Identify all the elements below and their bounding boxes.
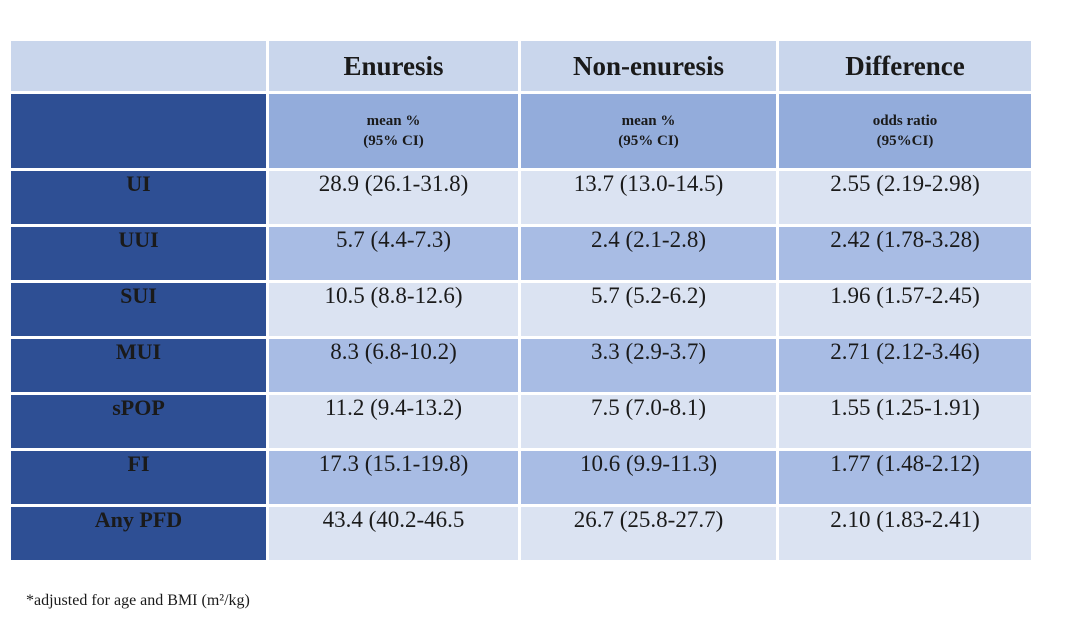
table-cell: 2.10 (1.83-2.41) (779, 507, 1031, 560)
subheader-line: odds ratio (872, 113, 938, 129)
table-cell: 8.3 (6.8-10.2) (269, 339, 518, 392)
subheader-line: (95%CI) (876, 133, 934, 149)
data-row: sPOP 11.2 (9.4-13.2) 7.5 (7.0-8.1) 1.55 (1.… (11, 395, 1031, 448)
column-subheader: mean % (95% CI) (521, 94, 776, 168)
table-cell: 26.7 (25.8-27.7) (521, 507, 776, 560)
row-label: Any PFD (11, 507, 266, 560)
table-cell: 11.2 (9.4-13.2) (269, 395, 518, 448)
subheader-line: (95% CI) (618, 133, 679, 149)
column-header: Difference (779, 41, 1031, 91)
table-cell: 10.6 (9.9-11.3) (521, 451, 776, 504)
table-cell: 2.42 (1.78-3.28) (779, 227, 1031, 280)
row-label: UI (11, 171, 266, 224)
column-subheader: mean % (95% CI) (269, 94, 518, 168)
subheader-row: mean % (95% CI) mean % (95% CI) odds ratio (9… (11, 94, 1031, 168)
column-header: Non-enuresis (521, 41, 776, 91)
table-cell: 13.7 (13.0-14.5) (521, 171, 776, 224)
header-row: Enuresis Non-enuresis Difference (11, 41, 1031, 91)
subheader-line: (95% CI) (363, 133, 424, 149)
column-header: Enuresis (269, 41, 518, 91)
table-body: Enuresis Non-enuresis Difference mean % (95%… (11, 41, 1031, 560)
data-row: UUI 5.7 (4.4-7.3) 2.4 (2.1-2.8) 2.42 (1.78-… (11, 227, 1031, 280)
row-label: SUI (11, 283, 266, 336)
table-cell: 5.7 (4.4-7.3) (269, 227, 518, 280)
table-cell: 28.9 (26.1-31.8) (269, 171, 518, 224)
data-table: Enuresis Non-enuresis Difference mean % (95%… (8, 38, 1034, 563)
subheader-line: mean % (366, 113, 421, 129)
table-cell: 43.4 (40.2-46.5 (269, 507, 518, 560)
table-cell: 2.71 (2.12-3.46) (779, 339, 1031, 392)
table-cell: 1.55 (1.25-1.91) (779, 395, 1031, 448)
table-cell: 2.4 (2.1-2.8) (521, 227, 776, 280)
header-cell (11, 41, 266, 91)
data-row: Any PFD 43.4 (40.2-46.5 26.7 (25.8-27.7) 2.… (11, 507, 1031, 560)
subheader-line: mean % (621, 113, 676, 129)
row-label: FI (11, 451, 266, 504)
table-cell: 10.5 (8.8-12.6) (269, 283, 518, 336)
data-row: MUI 8.3 (6.8-10.2) 3.3 (2.9-3.7) 2.71 (2.12… (11, 339, 1031, 392)
data-row: SUI 10.5 (8.8-12.6) 5.7 (5.2-6.2) 1.96 (1.5… (11, 283, 1031, 336)
row-label: MUI (11, 339, 266, 392)
data-row: FI 17.3 (15.1-19.8) 10.6 (9.9-11.3) 1.77 (1… (11, 451, 1031, 504)
footnote: *adjusted for age and BMI (m²/kg) (26, 592, 250, 609)
table-cell: 1.96 (1.57-2.45) (779, 283, 1031, 336)
row-label: sPOP (11, 395, 266, 448)
table-cell: 7.5 (7.0-8.1) (521, 395, 776, 448)
table-cell: 2.55 (2.19-2.98) (779, 171, 1031, 224)
table-cell: 17.3 (15.1-19.8) (269, 451, 518, 504)
row-label: UUI (11, 227, 266, 280)
data-row: UI 28.9 (26.1-31.8) 13.7 (13.0-14.5) 2.55 (… (11, 171, 1031, 224)
subheader-cell (11, 94, 266, 168)
table-cell: 3.3 (2.9-3.7) (521, 339, 776, 392)
column-subheader: odds ratio (95%CI) (779, 94, 1031, 168)
table-cell: 1.77 (1.48-2.12) (779, 451, 1031, 504)
table-cell: 5.7 (5.2-6.2) (521, 283, 776, 336)
